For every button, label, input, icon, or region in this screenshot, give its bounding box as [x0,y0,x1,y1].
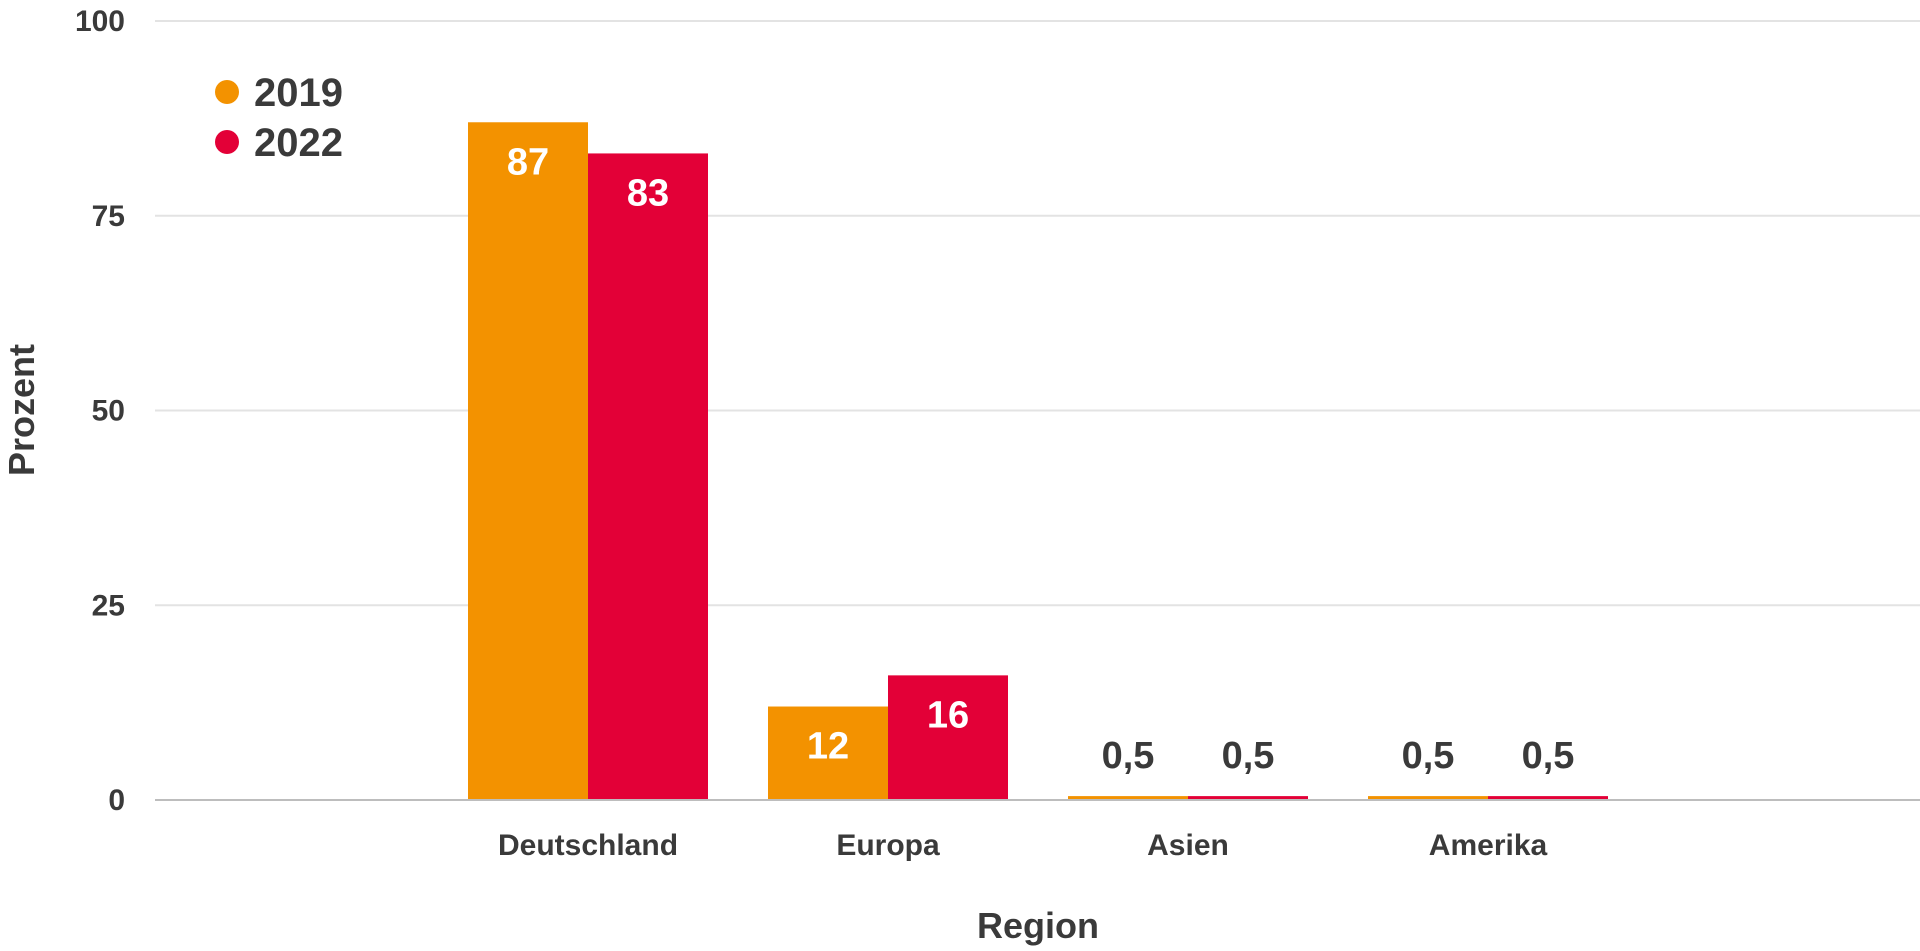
x-tick-label-asien: Asien [1147,829,1229,862]
data-label-2022-amerika: 0,5 [1522,735,1575,777]
legend-label-2019: 2019 [254,71,343,115]
data-label-2019-asien: 0,5 [1102,735,1155,777]
y-tick-label-100: 100 [75,5,125,38]
bar-2019-asien [1068,796,1188,800]
y-axis-ticks: 0 25 50 75 100 [75,5,125,817]
x-tick-label-deutschland: Deutschland [498,829,678,862]
data-label-2022-europa: 16 [927,694,969,736]
bar-2019-amerika [1368,796,1488,800]
x-tick-label-amerika: Amerika [1429,829,1548,862]
bar-2022-deutschland [588,153,708,800]
bar-2022-amerika [1488,796,1608,800]
bar-2022-europa [888,675,1008,800]
data-labels: 87 83 12 16 0,5 0,5 0,5 0,5 [507,141,1575,777]
y-tick-label-75: 75 [92,200,125,233]
legend-swatch-2022 [215,130,239,154]
bar-2019-deutschland [468,122,588,800]
bar-2022-asien [1188,796,1308,800]
y-axis-title: Prozent [1,344,42,476]
data-label-2019-deutschland: 87 [507,141,549,183]
data-label-2019-amerika: 0,5 [1402,735,1455,777]
legend-label-2022: 2022 [254,121,343,165]
legend-item-2019: 2019 [215,71,343,115]
x-axis-categories: Deutschland Europa Asien Amerika [498,829,1548,862]
legend-swatch-2019 [215,80,239,104]
bar-2019-europa [768,706,888,800]
bars [468,122,1608,800]
legend: 2019 2022 [215,71,343,165]
data-label-2022-asien: 0,5 [1222,735,1275,777]
x-axis-title: Region [977,905,1099,946]
x-tick-label-europa: Europa [836,829,940,862]
grid-lines [155,20,1920,607]
data-label-2019-europa: 12 [807,726,849,768]
legend-item-2022: 2022 [215,121,343,165]
y-tick-label-25: 25 [92,589,125,622]
data-label-2022-deutschland: 83 [627,172,669,214]
y-tick-label-50: 50 [92,395,125,428]
y-tick-label-0: 0 [108,784,125,817]
